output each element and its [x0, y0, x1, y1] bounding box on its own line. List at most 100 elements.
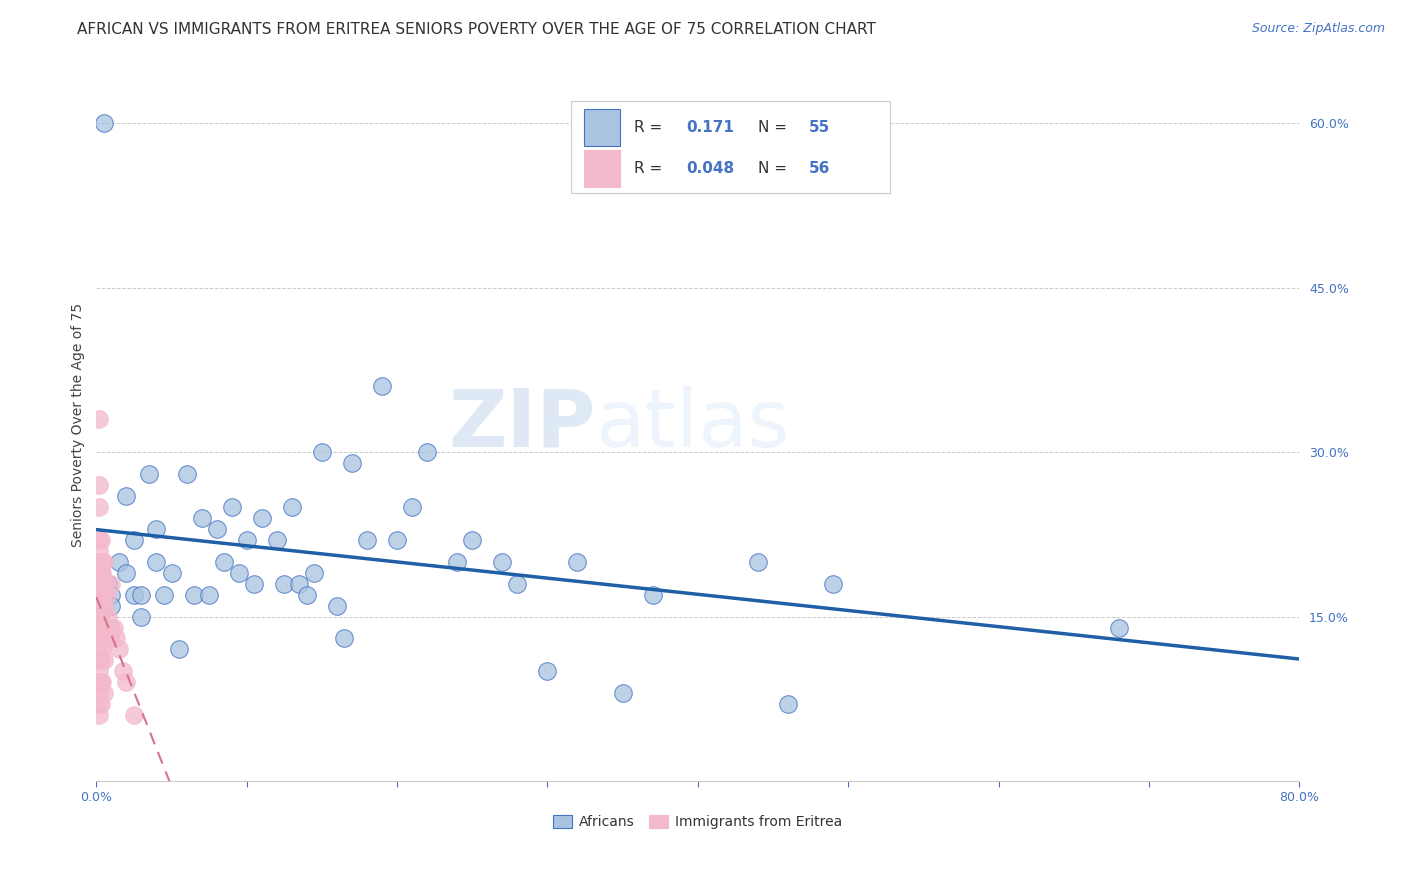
- Point: [115, 675, 138, 690]
- Point: [356, 533, 378, 547]
- Point: [333, 632, 356, 646]
- Point: [93, 576, 115, 591]
- Point: [89, 412, 111, 426]
- Point: [340, 456, 363, 470]
- Point: [89, 576, 111, 591]
- Point: [89, 675, 111, 690]
- Point: [89, 599, 111, 613]
- Point: [98, 632, 121, 646]
- Point: [160, 566, 183, 580]
- FancyBboxPatch shape: [583, 150, 620, 186]
- Point: [90, 566, 112, 580]
- Point: [122, 533, 145, 547]
- Point: [89, 620, 111, 634]
- Point: [90, 555, 112, 569]
- Point: [612, 686, 634, 700]
- Point: [416, 445, 439, 459]
- Text: R =: R =: [634, 161, 668, 176]
- Point: [385, 533, 408, 547]
- Point: [94, 576, 117, 591]
- Point: [93, 620, 115, 634]
- Point: [91, 599, 114, 613]
- Point: [93, 653, 115, 667]
- Point: [89, 698, 111, 712]
- Point: [89, 609, 111, 624]
- Point: [97, 609, 120, 624]
- Point: [100, 620, 122, 634]
- Point: [446, 555, 468, 569]
- Text: atlas: atlas: [596, 385, 790, 464]
- Point: [91, 620, 114, 634]
- Point: [108, 642, 131, 657]
- Point: [567, 555, 589, 569]
- Point: [288, 576, 311, 591]
- Point: [115, 489, 138, 503]
- Text: 0.048: 0.048: [686, 161, 734, 176]
- Point: [235, 533, 257, 547]
- FancyBboxPatch shape: [583, 109, 620, 146]
- Point: [90, 588, 112, 602]
- Point: [304, 566, 326, 580]
- Point: [89, 500, 111, 514]
- Point: [205, 522, 228, 536]
- Point: [89, 555, 111, 569]
- Point: [212, 555, 235, 569]
- Point: [91, 642, 114, 657]
- Point: [190, 511, 212, 525]
- FancyBboxPatch shape: [571, 101, 890, 194]
- Point: [93, 686, 115, 700]
- Point: [266, 533, 288, 547]
- Point: [112, 665, 135, 679]
- Point: [131, 588, 153, 602]
- Point: [145, 555, 167, 569]
- Point: [1108, 620, 1130, 634]
- Point: [221, 500, 243, 514]
- Point: [90, 576, 112, 591]
- Point: [108, 555, 131, 569]
- Point: [153, 588, 176, 602]
- Point: [89, 686, 111, 700]
- Point: [641, 588, 664, 602]
- Point: [90, 533, 112, 547]
- Point: [89, 533, 111, 547]
- Point: [89, 543, 111, 558]
- Text: Source: ZipAtlas.com: Source: ZipAtlas.com: [1251, 22, 1385, 36]
- Point: [89, 642, 111, 657]
- Point: [89, 632, 111, 646]
- Point: [90, 632, 112, 646]
- Point: [100, 599, 122, 613]
- Point: [115, 566, 138, 580]
- Point: [91, 566, 114, 580]
- Point: [371, 379, 394, 393]
- Point: [89, 665, 111, 679]
- Point: [183, 588, 205, 602]
- Point: [250, 511, 273, 525]
- Point: [273, 576, 295, 591]
- Text: 56: 56: [808, 161, 830, 176]
- Text: N =: N =: [758, 120, 792, 136]
- Point: [228, 566, 250, 580]
- Point: [100, 588, 122, 602]
- Text: ZIP: ZIP: [449, 385, 596, 464]
- Point: [89, 566, 111, 580]
- Point: [536, 665, 558, 679]
- Point: [506, 576, 529, 591]
- Point: [89, 588, 111, 602]
- Point: [326, 599, 349, 613]
- Point: [93, 116, 115, 130]
- Point: [823, 576, 845, 591]
- Text: 55: 55: [808, 120, 830, 136]
- Point: [198, 588, 221, 602]
- Point: [138, 467, 160, 481]
- Point: [100, 576, 122, 591]
- Point: [401, 500, 423, 514]
- Point: [91, 675, 114, 690]
- Point: [97, 576, 120, 591]
- Point: [131, 609, 153, 624]
- Text: 0.171: 0.171: [686, 120, 734, 136]
- Point: [122, 588, 145, 602]
- Point: [243, 576, 266, 591]
- Point: [295, 588, 318, 602]
- Point: [89, 653, 111, 667]
- Point: [776, 698, 799, 712]
